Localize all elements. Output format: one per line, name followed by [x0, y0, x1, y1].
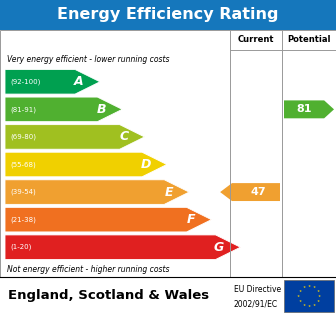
Text: C: C [119, 130, 128, 143]
Text: 81: 81 [296, 104, 312, 114]
Text: A: A [74, 75, 84, 88]
Polygon shape [5, 70, 100, 94]
Text: ★: ★ [316, 289, 320, 293]
Text: ★: ★ [299, 289, 302, 293]
Bar [284, 280, 334, 312]
Text: D: D [140, 158, 151, 171]
Polygon shape [284, 100, 334, 118]
Bar [0, 0, 336, 30]
Text: (21-38): (21-38) [10, 216, 36, 223]
Polygon shape [5, 180, 189, 204]
Polygon shape [5, 125, 144, 149]
Text: ★: ★ [316, 299, 320, 303]
Text: ★: ★ [307, 284, 310, 288]
Polygon shape [5, 97, 122, 122]
Text: (81-91): (81-91) [10, 106, 36, 112]
Text: ★: ★ [297, 294, 300, 298]
Text: (39-54): (39-54) [10, 189, 36, 195]
Text: ★: ★ [307, 304, 310, 308]
Text: EU Directive: EU Directive [234, 285, 281, 294]
Polygon shape [5, 152, 167, 177]
Text: England, Scotland & Wales: England, Scotland & Wales [8, 289, 209, 302]
Text: B: B [96, 103, 106, 116]
Text: ★: ★ [302, 303, 305, 307]
Text: F: F [187, 213, 195, 226]
Text: (55-68): (55-68) [10, 161, 36, 168]
Text: Very energy efficient - lower running costs: Very energy efficient - lower running co… [7, 54, 169, 64]
Text: ★: ★ [318, 294, 321, 298]
Text: ★: ★ [299, 299, 302, 303]
Text: E: E [165, 186, 173, 198]
Text: 47: 47 [251, 187, 266, 197]
Polygon shape [5, 207, 211, 232]
Bar [0, 30, 336, 277]
Text: Not energy efficient - higher running costs: Not energy efficient - higher running co… [7, 265, 169, 273]
Text: (69-80): (69-80) [10, 134, 36, 140]
Text: ★: ★ [312, 285, 316, 289]
Text: (92-100): (92-100) [10, 78, 40, 85]
Polygon shape [5, 235, 240, 260]
Text: G: G [214, 241, 224, 254]
Text: (1-20): (1-20) [10, 244, 31, 250]
Text: Potential: Potential [287, 36, 331, 44]
Text: 2002/91/EC: 2002/91/EC [234, 299, 278, 308]
Text: Current: Current [238, 36, 274, 44]
Text: ★: ★ [302, 285, 305, 289]
Text: Energy Efficiency Rating: Energy Efficiency Rating [57, 8, 279, 22]
Text: ★: ★ [312, 303, 316, 307]
Polygon shape [220, 183, 280, 201]
